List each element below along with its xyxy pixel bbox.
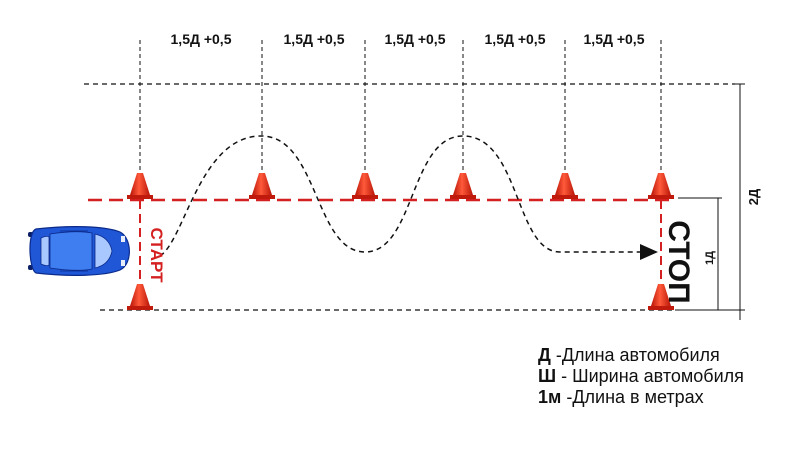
legend: Д -Длина автомобиля Ш - Ширина автомобил…: [538, 345, 744, 408]
traffic-cone-icon: [127, 284, 153, 310]
legend-separator: -: [561, 387, 573, 407]
traffic-cone-icon: [127, 173, 153, 199]
traffic-cone-icon: [450, 173, 476, 199]
legend-text: Длина автомобиля: [561, 345, 720, 365]
legend-item: 1м -Длина в метрах: [538, 387, 744, 408]
traffic-cone-icon: [249, 173, 275, 199]
legend-text: Длина в метрах: [572, 387, 704, 407]
total-width-label: 2Д: [746, 188, 761, 205]
lane-width-label: 1Д: [704, 251, 716, 265]
stop-label: СТОП: [662, 220, 695, 303]
legend-item: Ш - Ширина автомобиля: [538, 366, 744, 387]
legend-text: Ширина автомобиля: [572, 366, 744, 386]
legend-key: Ш: [538, 366, 557, 386]
traffic-cone-icon: [648, 173, 674, 199]
arrow-right-icon: [640, 244, 658, 260]
traffic-cone-icon: [552, 173, 578, 199]
gap-label: 1,5Д +0,5: [485, 31, 546, 47]
gap-label: 1,5Д +0,5: [171, 31, 232, 47]
car-icon: [28, 226, 130, 276]
start-label: СТАРТ: [147, 228, 166, 284]
gap-label: 1,5Д +0,5: [584, 31, 645, 47]
right-dimension-lines: [675, 83, 745, 320]
legend-separator: -: [550, 345, 562, 365]
vertical-guide-lines: [139, 40, 662, 175]
legend-separator: -: [556, 366, 573, 386]
legend-key: 1м: [538, 387, 562, 407]
gap-label: 1,5Д +0,5: [284, 31, 345, 47]
legend-item: Д -Длина автомобиля: [538, 345, 744, 366]
gap-label: 1,5Д +0,5: [385, 31, 446, 47]
trajectory-path: [159, 135, 642, 257]
legend-key: Д: [538, 345, 551, 365]
traffic-cone-icon: [352, 173, 378, 199]
